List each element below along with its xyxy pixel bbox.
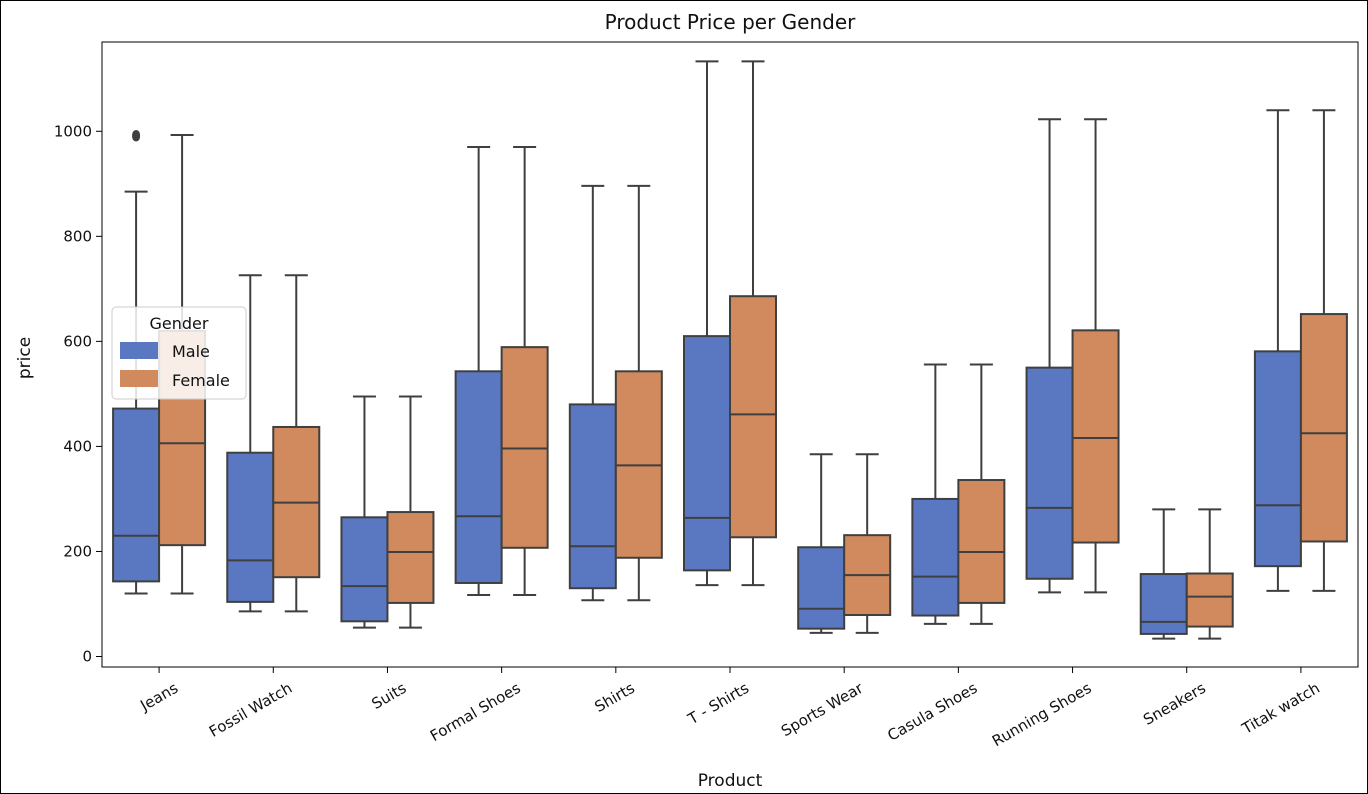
x-tick-label: Suits bbox=[368, 679, 409, 713]
box-female bbox=[1299, 313, 1348, 543]
box-female bbox=[386, 511, 435, 604]
box-female bbox=[1185, 572, 1234, 628]
x-tick-label: Formal Shoes bbox=[427, 679, 524, 745]
y-tick-label: 800 bbox=[63, 227, 92, 245]
y-tick-label: 400 bbox=[63, 437, 92, 455]
legend-swatch-male bbox=[120, 342, 158, 359]
box-male bbox=[797, 546, 846, 630]
box-male bbox=[1025, 366, 1074, 580]
y-tick-label: 600 bbox=[63, 332, 92, 350]
legend-entry-female: Female bbox=[172, 371, 230, 390]
legend-swatch-female bbox=[120, 370, 158, 387]
chart-title: Product Price per Gender bbox=[605, 10, 857, 34]
box-female bbox=[1071, 329, 1120, 544]
y-axis-label: price bbox=[15, 337, 35, 379]
box-male bbox=[683, 335, 731, 572]
x-tick-label: T - Shirts bbox=[684, 679, 752, 729]
box-female bbox=[500, 346, 549, 549]
box-male bbox=[568, 403, 617, 590]
legend-title: Gender bbox=[150, 314, 209, 333]
x-tick-label: Titak watch bbox=[1238, 679, 1323, 738]
box-male bbox=[454, 370, 503, 584]
x-tick-label: Running Shoes bbox=[989, 679, 1095, 750]
x-tick-label: Casula Shoes bbox=[884, 679, 980, 745]
box-male bbox=[1253, 350, 1302, 568]
box-male bbox=[340, 516, 389, 623]
y-tick-label: 1000 bbox=[54, 122, 92, 140]
box-male bbox=[112, 407, 161, 583]
x-tick-label: Sneakers bbox=[1140, 679, 1209, 729]
y-tick-label: 200 bbox=[63, 542, 92, 560]
box-female bbox=[729, 295, 777, 539]
y-tick-label: 0 bbox=[82, 647, 92, 665]
x-tick-label: Fossil Watch bbox=[206, 679, 295, 741]
x-tick-label: Shirts bbox=[592, 679, 638, 716]
box-female bbox=[957, 479, 1006, 604]
outlier-point-male bbox=[132, 129, 141, 140]
box-male bbox=[911, 497, 960, 617]
x-axis-label: Product bbox=[698, 771, 763, 791]
box-male bbox=[1139, 573, 1188, 635]
x-tick-label: Jeans bbox=[136, 679, 181, 715]
legend: Gender Male Female bbox=[111, 306, 247, 400]
box-male bbox=[226, 451, 275, 603]
x-tick-label: Sports Wear bbox=[778, 678, 867, 740]
legend-entry-male: Male bbox=[172, 342, 210, 361]
